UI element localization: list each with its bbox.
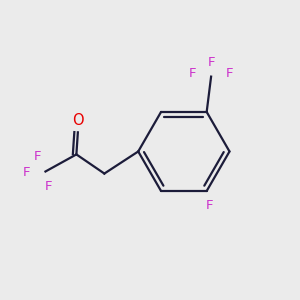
Text: F: F (45, 180, 52, 193)
Text: F: F (205, 199, 213, 212)
Text: F: F (226, 67, 233, 80)
Text: F: F (34, 150, 41, 163)
Text: F: F (207, 56, 215, 69)
Text: F: F (22, 167, 30, 179)
Text: O: O (72, 113, 84, 128)
Text: F: F (189, 67, 196, 80)
